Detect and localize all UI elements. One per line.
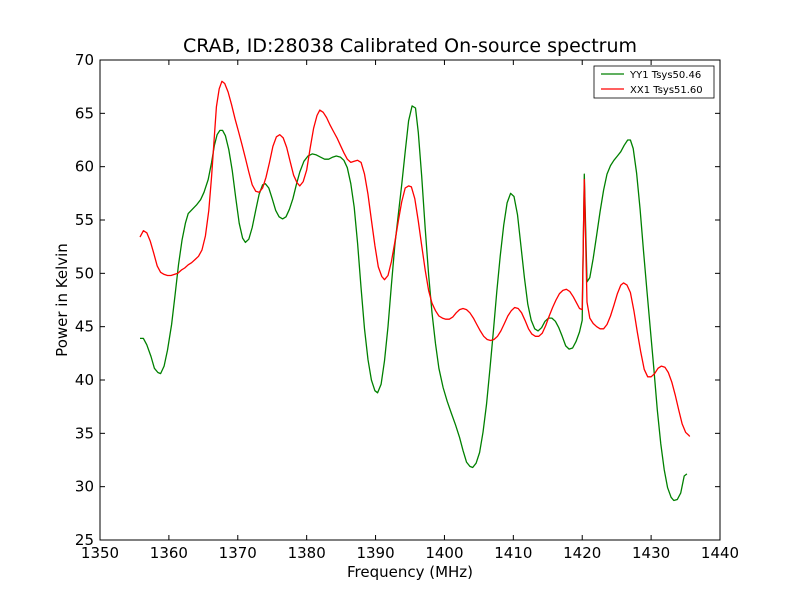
y-tick-label: 60	[75, 158, 94, 176]
y-tick-label: 45	[75, 318, 94, 336]
x-tick-label: 1410	[494, 544, 532, 562]
y-axis-label: Power in Kelvin	[53, 243, 71, 357]
y-tick-label: 30	[75, 478, 94, 496]
x-tick-label: 1440	[701, 544, 739, 562]
legend-label-yy1: YY1 Tsys50.46	[629, 70, 701, 81]
legend-label-xx1: XX1 Tsys51.60	[630, 85, 703, 96]
x-tick-label: 1400	[425, 544, 463, 562]
series-line-yy1	[140, 105, 688, 502]
plot-frame	[99, 59, 721, 541]
x-tick-label: 1360	[150, 544, 188, 562]
x-axis-label: Frequency (MHz)	[347, 563, 473, 581]
y-tick-label: 65	[75, 104, 94, 122]
y-tick-label: 50	[75, 264, 94, 282]
series-layer	[139, 80, 691, 502]
y-tick-label: 40	[75, 371, 94, 389]
chart-title: CRAB, ID:28038 Calibrated On-source spec…	[183, 35, 637, 57]
y-tick-label: 70	[75, 51, 94, 69]
x-tick-label: 1430	[632, 544, 670, 562]
x-tick-label: 1350	[81, 544, 119, 562]
y-tick-label: 55	[75, 211, 94, 229]
legend-box	[593, 65, 715, 99]
legend: YY1 Tsys50.46 XX1 Tsys51.60	[593, 65, 715, 99]
x-tick-label: 1370	[219, 544, 257, 562]
x-tick-label: 1380	[288, 544, 326, 562]
x-tick-label: 1390	[356, 544, 394, 562]
plot-area	[100, 60, 720, 540]
y-tick-label: 25	[75, 531, 94, 549]
x-tick-label: 1420	[563, 544, 601, 562]
series-line-xx1	[139, 80, 691, 437]
ticks-layer: 1350 1360 1370 1380 1390 1400 1410 1420 1430 1440…	[75, 51, 739, 562]
y-tick-label: 35	[75, 424, 94, 442]
